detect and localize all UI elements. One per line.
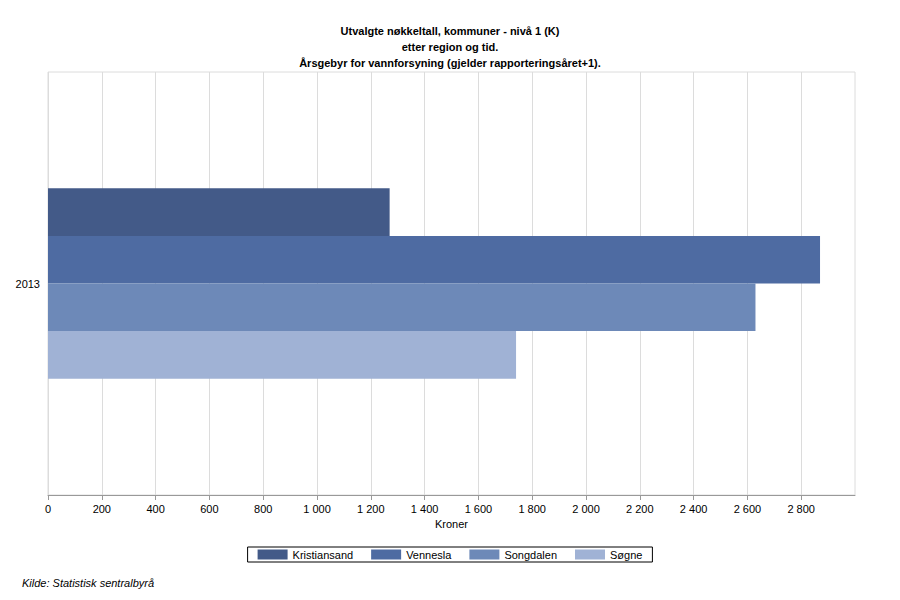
svg-text:2 800: 2 800 xyxy=(787,503,815,515)
svg-text:Vennesla: Vennesla xyxy=(406,549,452,561)
svg-text:1 000: 1 000 xyxy=(303,503,331,515)
svg-text:0: 0 xyxy=(45,503,51,515)
svg-text:1 800: 1 800 xyxy=(518,503,546,515)
svg-text:Kroner: Kroner xyxy=(435,518,468,530)
svg-text:800: 800 xyxy=(254,503,272,515)
svg-text:Søgne: Søgne xyxy=(610,549,642,561)
svg-text:etter region og tid.: etter region og tid. xyxy=(402,41,499,53)
svg-text:2 000: 2 000 xyxy=(572,503,600,515)
svg-text:Kilde: Statistisk sentralbyrå: Kilde: Statistisk sentralbyrå xyxy=(22,577,154,589)
svg-text:Årsgebyr for vannforsyning (gj: Årsgebyr for vannforsyning (gjelder rapp… xyxy=(299,57,601,69)
svg-text:1 600: 1 600 xyxy=(465,503,493,515)
svg-text:1 400: 1 400 xyxy=(411,503,439,515)
svg-text:Utvalgte nøkkeltall, kommuner: Utvalgte nøkkeltall, kommuner - nivå 1 (… xyxy=(341,25,560,37)
svg-text:2013: 2013 xyxy=(16,278,40,290)
svg-text:600: 600 xyxy=(200,503,218,515)
svg-text:400: 400 xyxy=(146,503,164,515)
svg-text:2 400: 2 400 xyxy=(680,503,708,515)
svg-text:Songdalen: Songdalen xyxy=(504,549,557,561)
svg-text:1 200: 1 200 xyxy=(357,503,385,515)
svg-text:2 200: 2 200 xyxy=(626,503,654,515)
svg-text:Kristiansand: Kristiansand xyxy=(293,549,354,561)
svg-text:2 600: 2 600 xyxy=(734,503,762,515)
svg-text:200: 200 xyxy=(93,503,111,515)
